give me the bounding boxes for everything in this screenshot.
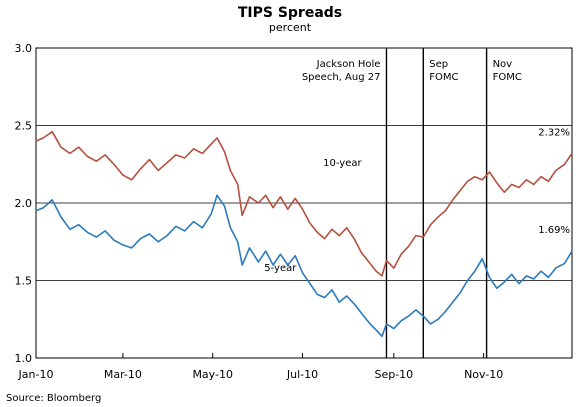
series-lines: 2.32% 1.69%	[35, 127, 573, 338]
series-line-10-year	[35, 130, 573, 277]
series-labels: 10-year 5-year	[264, 158, 362, 274]
series-end-label: 1.69%	[538, 225, 570, 236]
x-tick-label: Jul-10	[286, 368, 318, 381]
y-tick-label: 3.0	[15, 42, 33, 55]
series-name-label: 10-year	[323, 158, 362, 169]
y-tick-label: 1.0	[15, 352, 33, 365]
series-end-label: 2.32%	[538, 127, 570, 138]
grid-lines	[36, 125, 572, 281]
event-label: Jackson Hole	[316, 59, 381, 70]
x-tick-label: Jan-10	[18, 368, 54, 381]
source-note: Source: Bloomberg	[6, 393, 101, 404]
event-label: FOMC	[429, 72, 458, 83]
y-axis: 1.0 1.5 2.0 2.5 3.0	[15, 42, 33, 365]
chart-subtitle: percent	[269, 21, 312, 34]
event-label: Sep	[429, 59, 448, 70]
y-tick-label: 2.0	[15, 197, 33, 210]
y-tick-label: 1.5	[15, 275, 33, 288]
x-tick-label: Nov-10	[464, 368, 503, 381]
x-tick-label: May-10	[192, 368, 233, 381]
event-label: Nov	[493, 59, 513, 70]
event-label: Speech, Aug 27	[302, 72, 381, 83]
series-line-5-year	[35, 194, 573, 338]
chart-title: TIPS Spreads	[238, 5, 342, 21]
y-tick-label: 2.5	[15, 120, 33, 133]
series-name-label: 5-year	[264, 263, 297, 274]
event-lines: Jackson Hole Speech, Aug 27 Sep FOMC Nov FOMC	[302, 48, 522, 358]
x-tick-label: Sep-10	[374, 368, 413, 381]
x-tick-label: Mar-10	[104, 368, 142, 381]
x-axis: Jan-10 Mar-10 May-10 Jul-10 Sep-10 Nov-10	[18, 353, 503, 381]
event-label: FOMC	[493, 72, 522, 83]
